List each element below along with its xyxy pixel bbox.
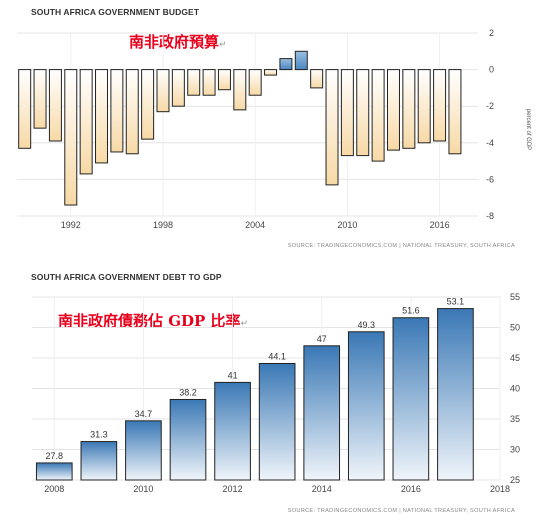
budget-chart-panel: SOUTH AFRICA GOVERNMENT BUDGET 南非政府預算↵ 2…	[0, 0, 541, 262]
budget-bar	[156, 69, 170, 113]
budget-bar	[171, 69, 185, 107]
debt-y-tick-label: 45	[510, 353, 520, 363]
budget-bar	[386, 69, 400, 151]
budget-bar	[187, 69, 201, 96]
debt-y-tick-label: 40	[510, 384, 520, 394]
budget-bar	[417, 69, 431, 144]
budget-y-tick-label: -4	[486, 138, 494, 148]
debt-chart-title: SOUTH AFRICA GOVERNMENT DEBT TO GDP	[31, 272, 222, 282]
debt-bar	[392, 317, 430, 481]
debt-bar-value-label: 34.7	[135, 409, 153, 419]
debt-x-tick-label: 2012	[223, 484, 243, 494]
budget-bar	[202, 69, 216, 96]
debt-annotation: 南非政府債務佔 GDP 比率↵	[58, 312, 249, 330]
budget-bar	[233, 69, 247, 111]
debt-bar-value-label: 27.8	[46, 451, 64, 461]
debt-bar-value-label: 44.1	[268, 351, 286, 361]
budget-y-tick-label: 2	[489, 28, 494, 38]
debt-bar	[125, 420, 162, 481]
budget-bar	[248, 69, 262, 96]
budget-chart-title: SOUTH AFRICA GOVERNMENT BUDGET	[31, 7, 200, 17]
budget-bar	[48, 69, 62, 142]
debt-chart-svg: 55 50 45 40 35 30 25 2008 2010 2012 2014 2016 2018 27…	[32, 292, 520, 494]
budget-bar	[95, 69, 109, 164]
budget-bar	[340, 69, 354, 157]
budget-x-tick-label: 1998	[153, 220, 173, 230]
debt-bar	[35, 462, 73, 481]
budget-x-tick-label: 2010	[337, 220, 357, 230]
debt-bar-value-label: 47	[317, 334, 327, 344]
debt-chart-panel: SOUTH AFRICA GOVERNMENT DEBT TO GDP 南非政府…	[0, 262, 541, 526]
budget-bar	[33, 69, 47, 129]
debt-y-tick-label: 25	[510, 475, 520, 485]
debt-bar	[347, 331, 385, 481]
budget-bar	[279, 58, 293, 71]
budget-bar	[79, 69, 93, 175]
budget-bar	[310, 69, 324, 89]
debt-bar-value-label: 38.2	[179, 387, 197, 397]
debt-bar	[80, 441, 118, 481]
budget-bar	[402, 69, 416, 149]
budget-y-tick-label: -6	[486, 174, 494, 184]
budget-bar	[64, 69, 78, 206]
budget-bar	[325, 69, 339, 186]
debt-y-tick-label: 35	[510, 414, 520, 424]
debt-x-tick-label: 2010	[133, 484, 153, 494]
budget-bar	[294, 50, 308, 71]
debt-source-note: SOURCE: TRADINGECONOMICS.COM | NATIONAL …	[287, 508, 515, 514]
budget-y-tick-label: 0	[489, 65, 494, 75]
budget-bar	[356, 69, 370, 157]
budget-bar	[141, 69, 155, 140]
budget-y-tick-label: -2	[486, 101, 494, 111]
debt-bar	[303, 345, 341, 481]
budget-y-tick-label: -8	[486, 211, 494, 221]
budget-x-tick-label: 2016	[430, 220, 450, 230]
debt-bar	[258, 362, 296, 481]
budget-x-tick-label: 2004	[245, 220, 265, 230]
budget-chart-svg: 2 0 -2 -4 -6 -8 1992 1998 2004 2010 2016 percent of…	[17, 28, 531, 230]
budget-bar	[18, 69, 32, 149]
debt-bar-value-label: 31.3	[90, 430, 108, 440]
budget-source-note: SOURCE: TRADINGECONOMICS.COM | NATIONAL …	[287, 243, 515, 249]
debt-bar	[437, 308, 474, 481]
debt-bar-value-label: 49.3	[358, 320, 376, 330]
debt-x-tick-label: 2014	[312, 484, 332, 494]
budget-bar	[448, 69, 462, 155]
debt-y-tick-label: 30	[510, 445, 520, 455]
debt-bar-value-label: 51.6	[402, 306, 420, 316]
debt-x-tick-label: 2008	[44, 484, 64, 494]
debt-x-tick-label: 2018	[490, 484, 510, 494]
budget-x-tick-label: 1992	[61, 220, 81, 230]
debt-y-tick-label: 55	[510, 292, 520, 302]
debt-bar-value-label: 53.1	[447, 297, 465, 307]
debt-y-tick-label: 50	[510, 323, 520, 333]
budget-bar	[371, 69, 385, 162]
budget-bar	[125, 69, 139, 155]
debt-bar	[169, 398, 207, 481]
budget-annotation: 南非政府預算↵	[129, 33, 227, 51]
budget-y-axis-label: percent of GDP	[525, 109, 531, 150]
debt-bar	[214, 381, 251, 481]
budget-bar	[264, 69, 278, 76]
debt-bar-value-label: 41	[228, 370, 238, 380]
debt-x-tick-label: 2016	[401, 484, 421, 494]
budget-bar	[433, 69, 447, 142]
budget-bar	[110, 69, 124, 153]
budget-bar	[217, 69, 231, 91]
